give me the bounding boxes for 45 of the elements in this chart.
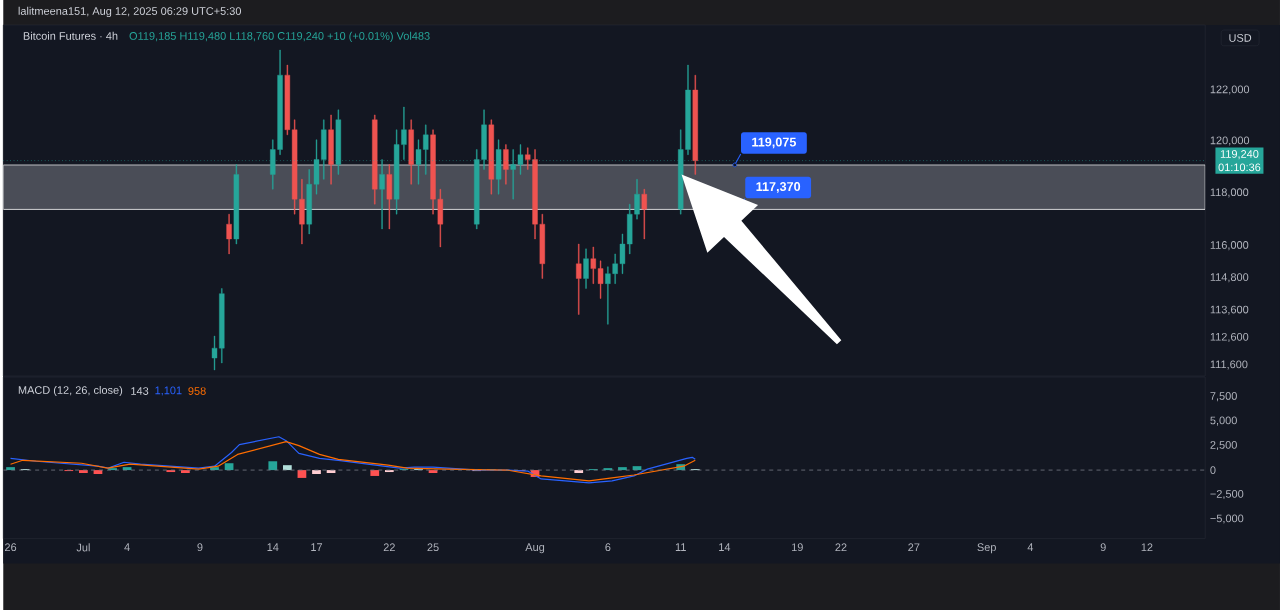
annotation: 117,370	[756, 181, 801, 193]
y-tick-label: 113,600	[1210, 305, 1249, 315]
x-tick-label: 4	[124, 543, 130, 551]
x-tick-label: 9	[1100, 543, 1106, 551]
annotation: 958	[188, 386, 206, 395]
x-tick-label: 25	[427, 543, 439, 551]
x-tick-label: 6	[605, 543, 611, 551]
y-tick-label: 114,800	[1210, 272, 1249, 283]
x-tick-label: Aug	[525, 543, 545, 553]
x-tick-label: 22	[835, 543, 847, 551]
text: 01:10:36	[1218, 163, 1261, 171]
x-tick-label: 19	[792, 543, 803, 551]
y-tick-label: 2,500	[1210, 440, 1237, 450]
text: O119,185 H119,480 L118,760 C119,240 +10 (+0.01%) Vol483	[129, 31, 430, 42]
y-tick-label: 7,500	[1210, 391, 1237, 401]
y-tick-label: 118,000	[1210, 188, 1249, 198]
y-tick-label: 111,600	[1210, 360, 1248, 370]
y-tick-label: 122,000	[1210, 85, 1250, 95]
annotation: 143	[131, 386, 149, 395]
text: MACD (12, 26, close)	[18, 385, 123, 396]
y-axis-title: USD	[1229, 33, 1252, 42]
x-tick-label: 4	[1027, 543, 1034, 551]
y-tick-label: −2,500	[1210, 489, 1244, 499]
x-tick-label: Jul	[76, 543, 90, 552]
x-tick-label: 12	[1141, 543, 1153, 551]
x-tick-label: 27	[908, 543, 920, 551]
annotation: 1,101	[155, 386, 182, 396]
x-tick-label: 9	[197, 543, 203, 551]
x-tick-label: Sep	[977, 543, 996, 554]
y-tick-label: 120,000	[1210, 136, 1250, 146]
ref-line-label: 119,240	[1220, 149, 1259, 159]
x-tick-label: 22	[383, 543, 395, 551]
x-tick-label: 26	[4, 543, 17, 551]
x-tick-label: 17	[311, 543, 323, 551]
x-tick-label: 14	[267, 543, 279, 551]
x-tick-label: 11	[675, 543, 686, 551]
y-tick-label: 5,000	[1210, 416, 1237, 426]
annotation: 119,075	[752, 137, 797, 149]
x-tick-label: 14	[719, 543, 731, 551]
chart-title: Bitcoin Futures · 4h	[23, 31, 118, 40]
y-tick-label: 0	[1210, 465, 1216, 474]
text: lalitmeena151, Aug 12, 2025 06:29 UTC+5:30	[18, 6, 242, 17]
y-tick-label: 112,600	[1210, 332, 1249, 342]
y-tick-label: 116,000	[1210, 240, 1249, 250]
y-tick-label: −5,000	[1210, 514, 1244, 524]
